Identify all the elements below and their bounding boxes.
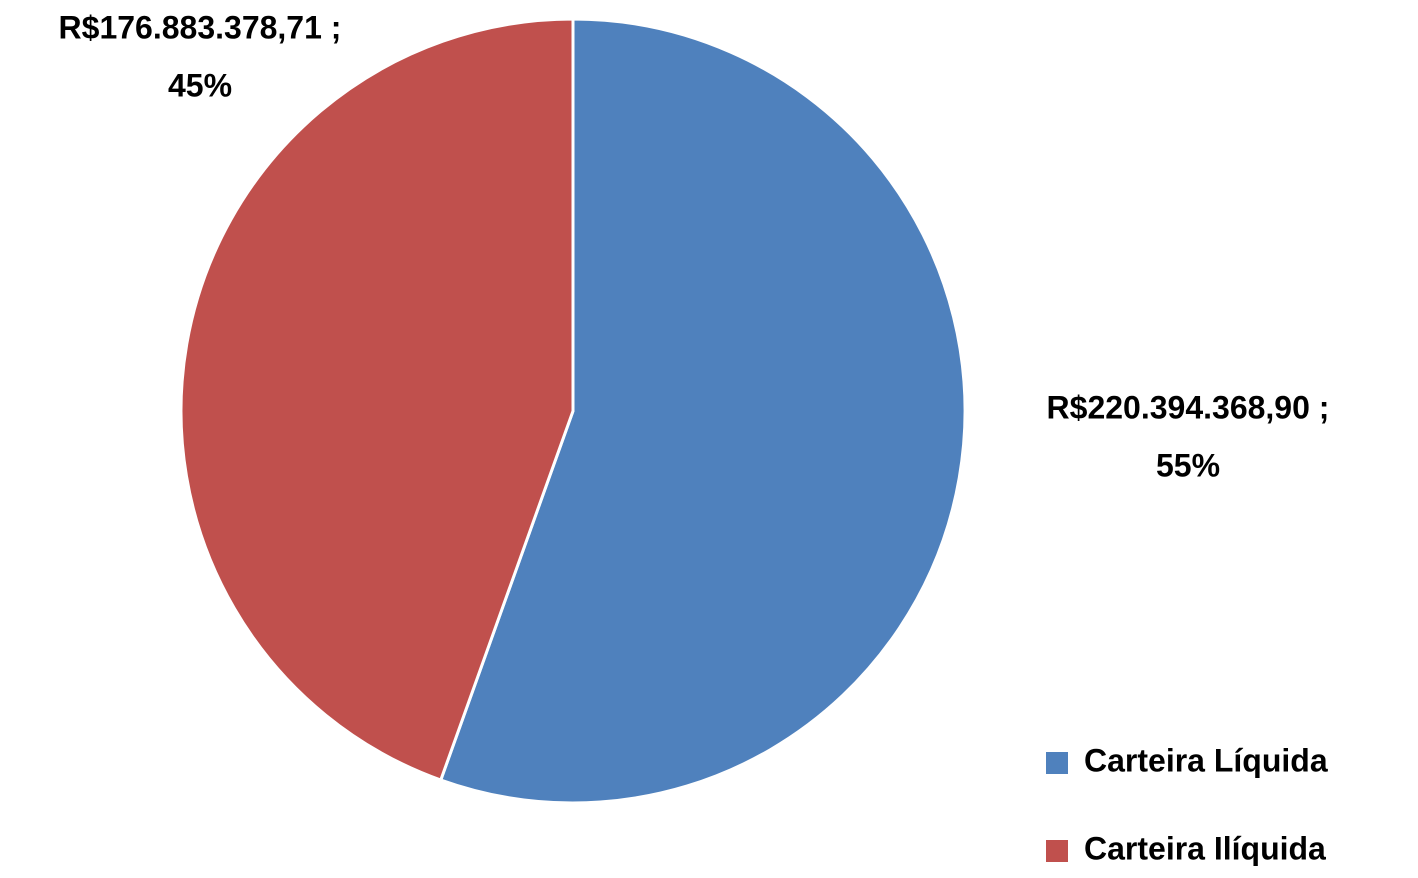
data-label: 55% (1156, 447, 1220, 483)
data-label: R$176.883.378,71 ; (59, 9, 342, 45)
legend-label: Carteira Líquida (1084, 742, 1328, 778)
data-label: R$220.394.368,90 ; (1047, 389, 1330, 425)
legend-swatch (1046, 752, 1068, 774)
data-label: 45% (168, 67, 232, 103)
legend-label: Carteira Ilíquida (1084, 830, 1326, 866)
legend-swatch (1046, 840, 1068, 862)
pie-slice (179, 17, 575, 782)
pie-slice (438, 17, 967, 805)
